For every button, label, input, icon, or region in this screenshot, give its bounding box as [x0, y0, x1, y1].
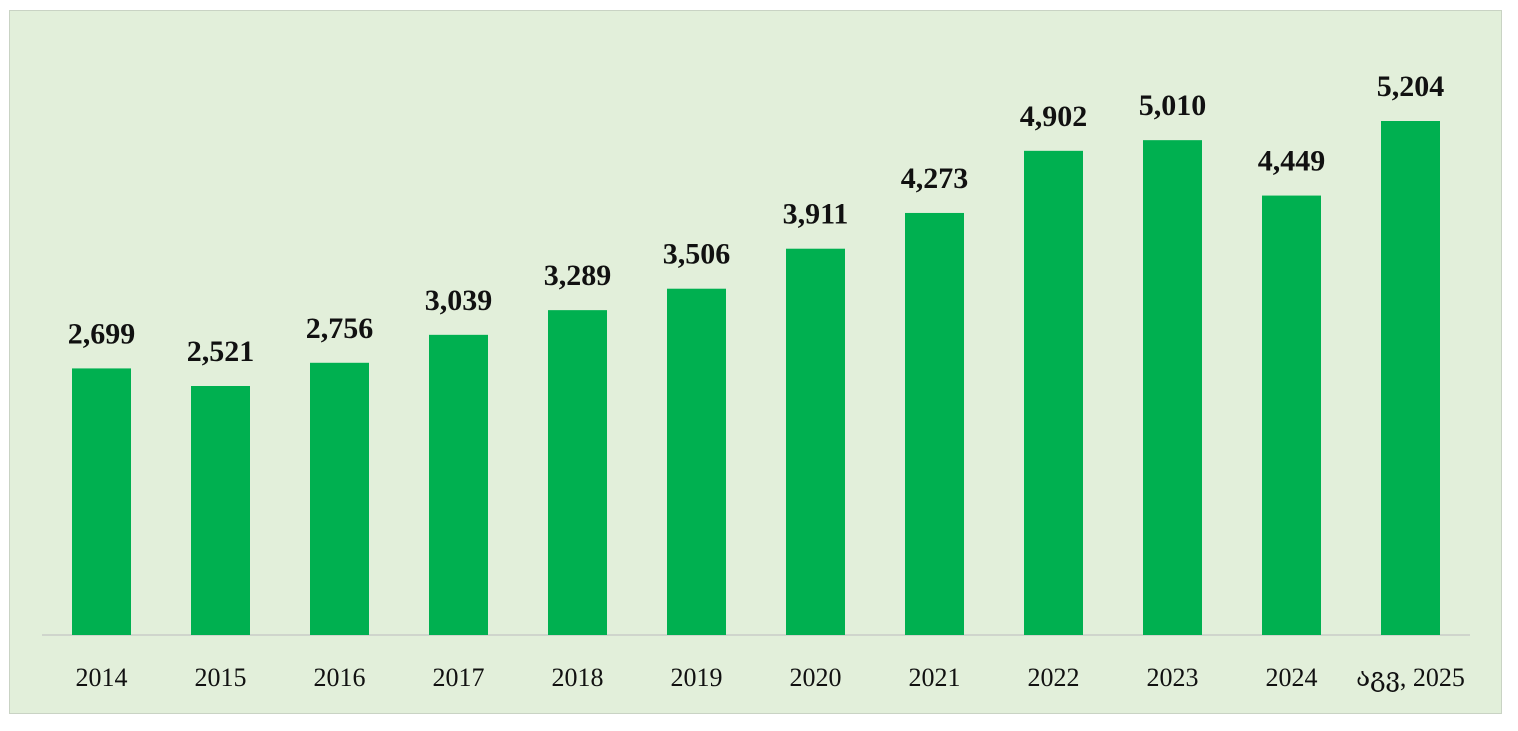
bar-11	[1381, 121, 1440, 635]
bar-8	[1024, 150, 1083, 635]
data-label-4: 3,289	[544, 259, 612, 292]
x-tick-label-2: 2016	[314, 663, 366, 692]
data-label-9: 5,010	[1139, 89, 1207, 122]
bar-6	[786, 248, 845, 635]
bar-0	[72, 368, 131, 635]
data-label-3: 3,039	[425, 284, 493, 317]
bar-9	[1143, 140, 1202, 635]
bar-5	[667, 288, 726, 635]
data-label-0: 2,699	[68, 317, 136, 350]
bar-7	[905, 212, 964, 636]
data-label-8: 4,902	[1020, 100, 1088, 133]
bar-1	[191, 386, 250, 635]
x-tick-label-0: 2014	[76, 663, 128, 692]
data-label-7: 4,273	[901, 162, 969, 195]
x-tick-labels-group: 2014 2015 2016 2017 2018 2019 2020 2021 2022 2023…	[76, 663, 1465, 692]
bar-3	[429, 334, 488, 635]
bars-group	[72, 121, 1440, 636]
x-tick-label-11: აგვ, 2025	[1356, 663, 1465, 692]
x-tick-label-5: 2019	[671, 663, 723, 692]
x-tick-label-7: 2021	[909, 663, 961, 692]
x-tick-label-8: 2022	[1028, 663, 1080, 692]
x-tick-label-9: 2023	[1147, 663, 1199, 692]
bar-10	[1262, 195, 1321, 636]
data-label-2: 2,756	[306, 312, 374, 345]
data-label-11: 5,204	[1377, 70, 1445, 103]
data-label-1: 2,521	[187, 335, 255, 368]
data-label-5: 3,506	[663, 238, 731, 271]
x-tick-label-4: 2018	[552, 663, 604, 692]
x-tick-label-1: 2015	[195, 663, 247, 692]
x-tick-label-3: 2017	[433, 663, 485, 692]
data-label-10: 4,449	[1258, 145, 1326, 178]
x-tick-label-10: 2024	[1266, 663, 1318, 692]
bar-4	[548, 310, 607, 635]
bar-2	[310, 362, 369, 635]
chart-area	[9, 10, 1502, 714]
value-labels-group: 2,699 2,521 2,756 3,039 3,289 3,506 3,911 4,273…	[68, 70, 1445, 368]
x-tick-label-6: 2020	[790, 663, 842, 692]
data-label-6: 3,911	[783, 198, 849, 231]
